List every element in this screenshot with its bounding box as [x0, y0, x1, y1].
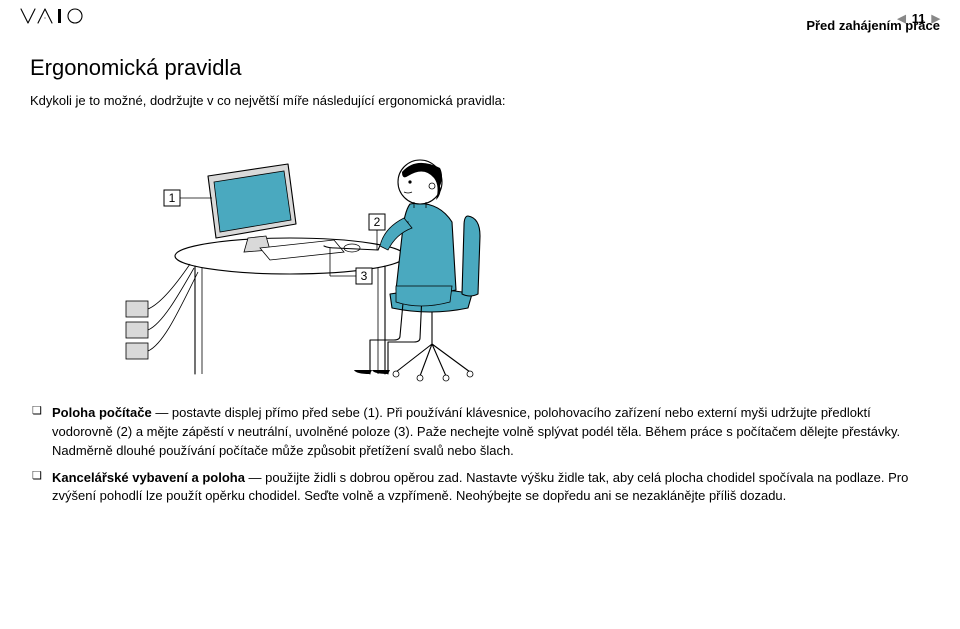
bullet-bold: Kancelářské vybavení a poloha: [52, 470, 245, 485]
vaio-logo: [20, 7, 98, 30]
breadcrumb: Před zahájením práce: [806, 18, 940, 33]
bullet-list: Poloha počítače — postavte displej přímo…: [30, 404, 930, 506]
intro-text: Kdykoli je to možné, dodržujte v co nejv…: [30, 93, 930, 108]
callout-3: 3: [361, 269, 368, 283]
ergonomics-illustration: 1 2 3: [120, 126, 550, 386]
bullet-bold: Poloha počítače: [52, 405, 152, 420]
callout-2: 2: [374, 215, 381, 229]
callout-1: 1: [169, 191, 176, 205]
page-title: Ergonomická pravidla: [30, 55, 930, 81]
page-content: Ergonomická pravidla Kdykoli je to možné…: [30, 55, 930, 514]
bullet-text: — postavte displej přímo před sebe (1). …: [52, 405, 900, 458]
list-item: Kancelářské vybavení a poloha — použijte…: [30, 469, 930, 507]
list-item: Poloha počítače — postavte displej přímo…: [30, 404, 930, 461]
